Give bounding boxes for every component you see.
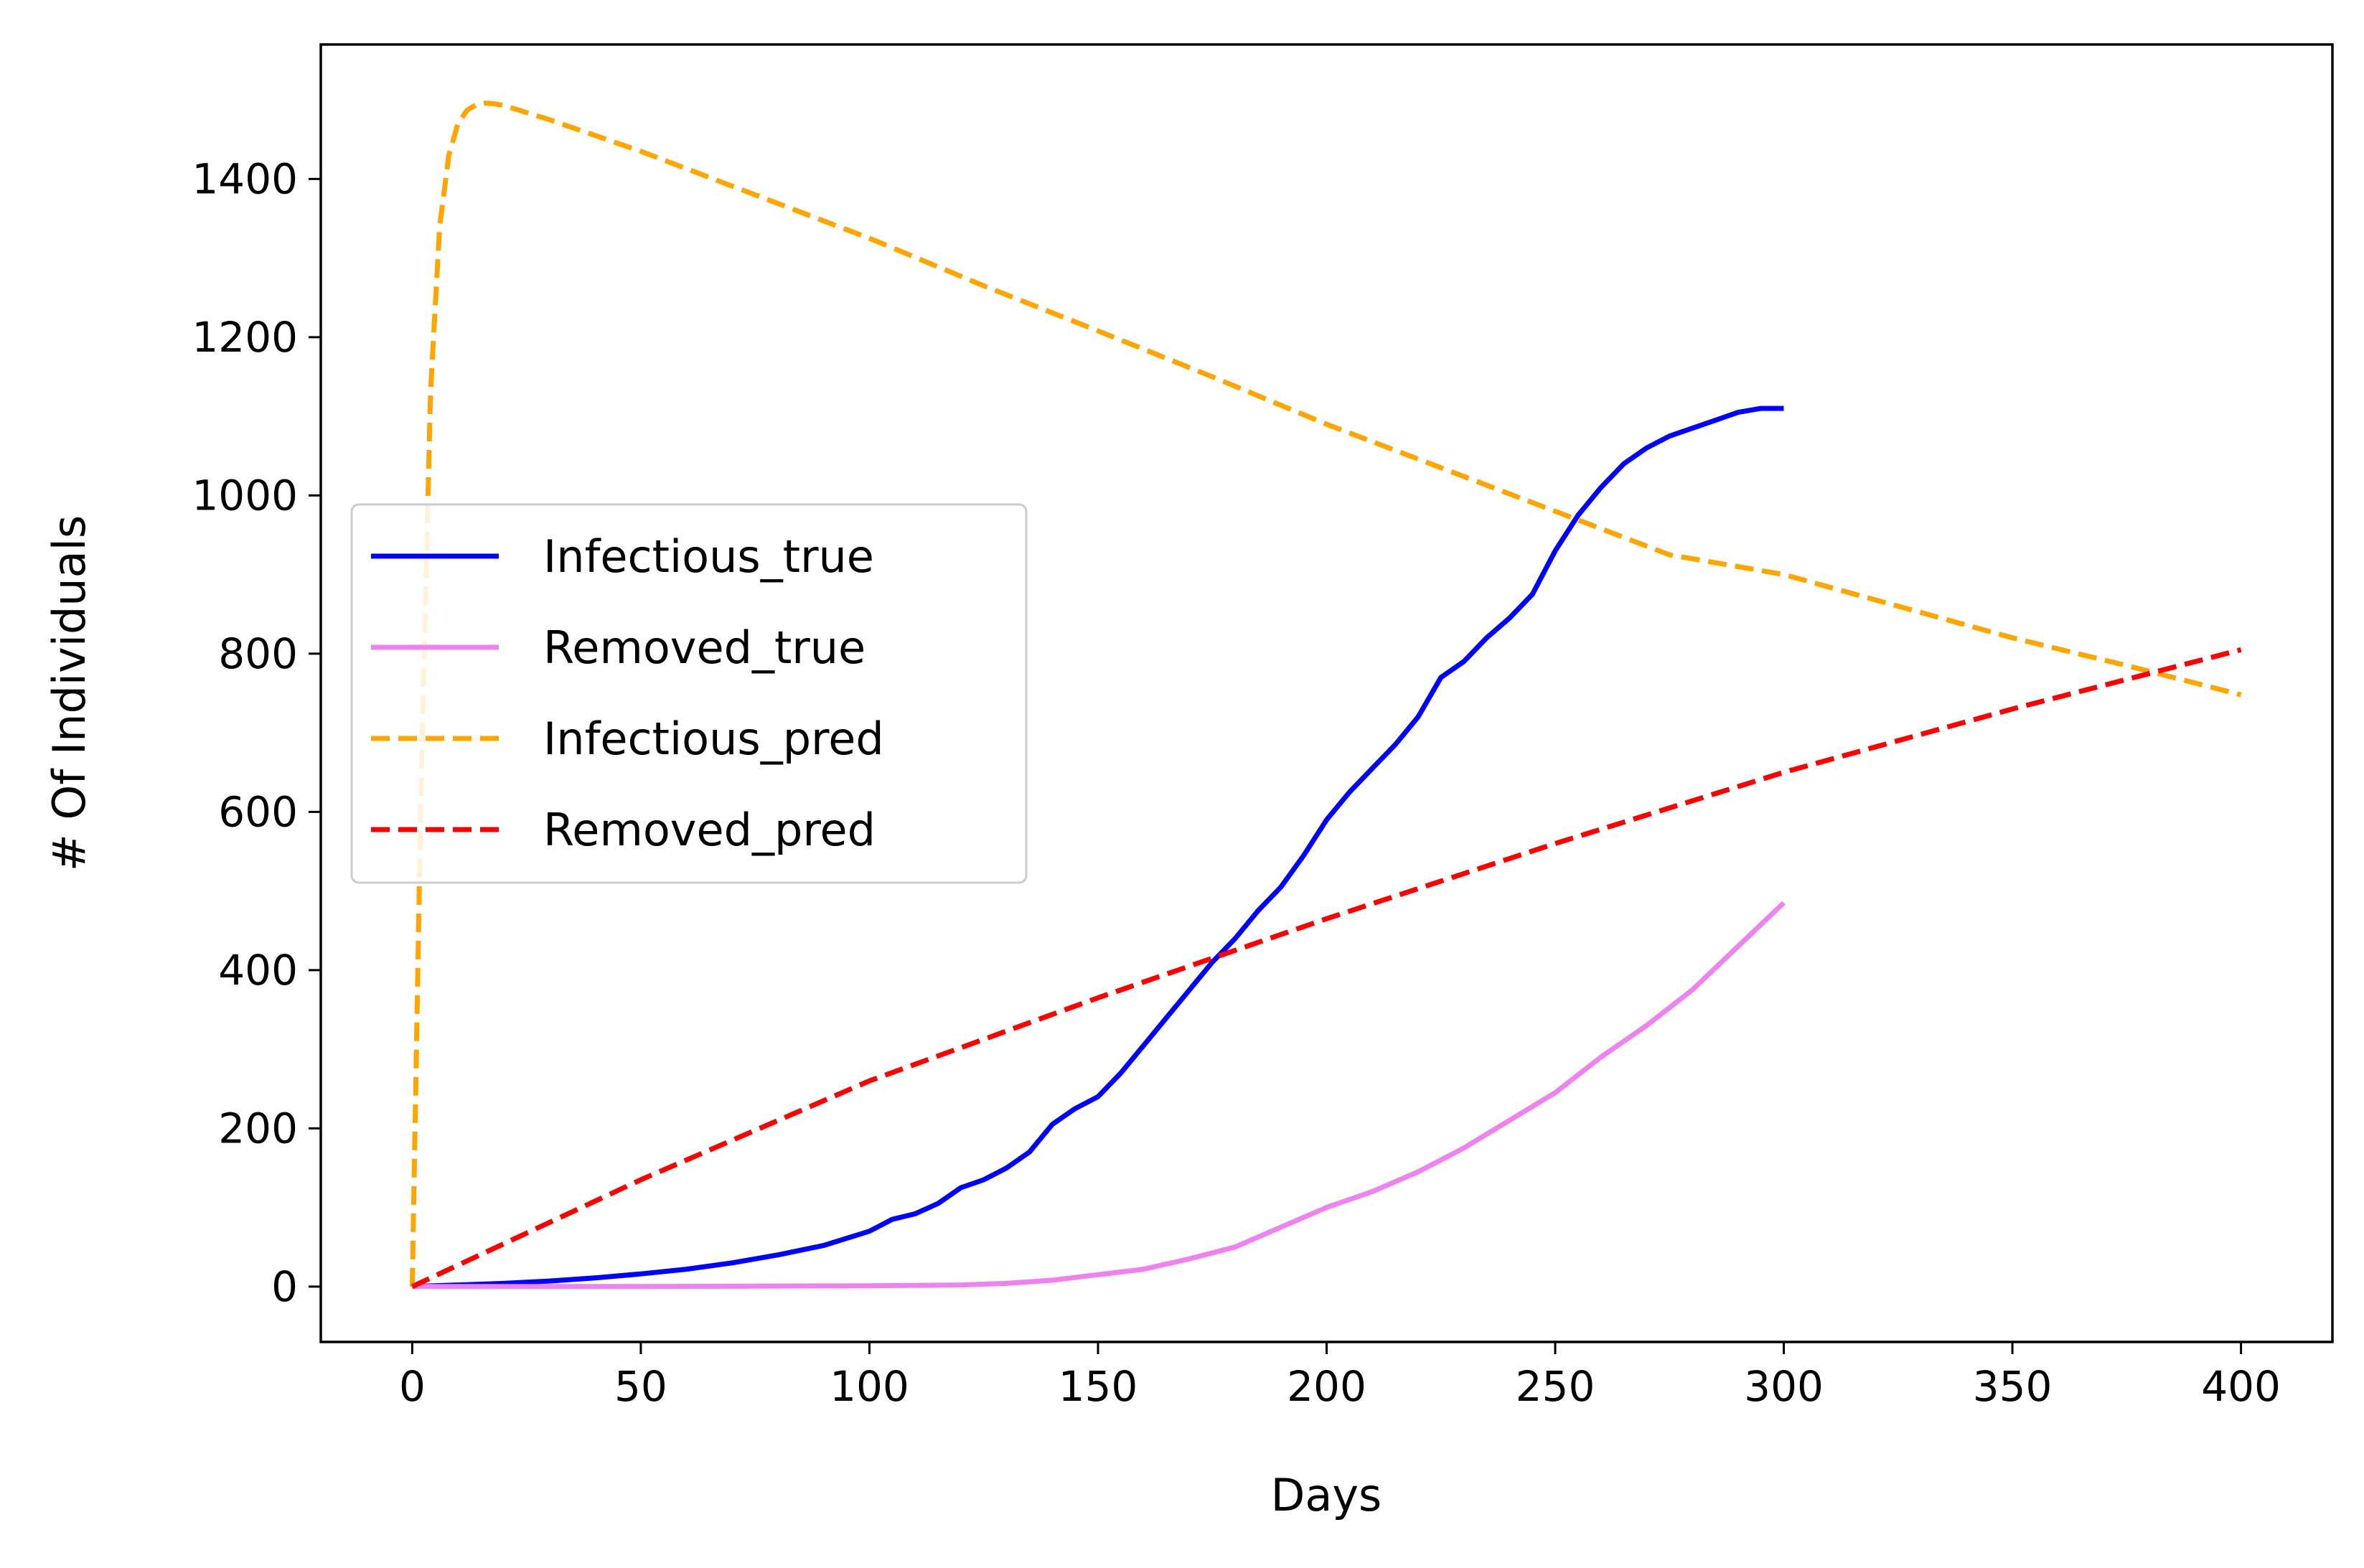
series-line-infectious-true [412,405,1784,1290]
x-tick-label: 150 [1059,1362,1138,1411]
y-tick-label: 600 [218,787,298,836]
legend-label: Removed_true [543,621,866,674]
x-tick-label: 50 [614,1362,667,1411]
legend-label: Removed_pred [543,804,876,856]
x-tick-label: 100 [830,1362,909,1411]
x-tick-label: 0 [399,1362,426,1411]
legend-box [350,503,1028,884]
x-tick-label: 400 [2201,1362,2281,1411]
series-line-infectious-pred [409,100,2242,1287]
y-tick-label: 400 [218,946,298,995]
x-tick-label: 200 [1287,1362,1366,1411]
y-axis: 0 200 400 600 800 1000 1200 1400 [192,154,321,1311]
y-tick-label: 1000 [192,471,298,520]
series-layer [409,100,2242,1290]
legend: Infectious_true Removed_true Infectious_pr… [350,503,1028,884]
y-tick-label: 0 [271,1262,298,1311]
series-line-removed-pred [411,647,2242,1289]
x-tick-label: 250 [1516,1362,1595,1411]
x-tick-label: 300 [1744,1362,1824,1411]
y-tick-label: 1400 [192,154,298,203]
y-tick-label: 1200 [192,313,298,362]
y-tick-label: 200 [218,1104,298,1152]
legend-label: Infectious_pred [543,713,884,765]
legend-label: Infectious_true [543,530,874,583]
x-axis: 0 50 100 150 200 250 300 350 400 [399,1342,2281,1411]
x-axis-title: Days [1271,1469,1382,1521]
y-axis-title: # Of Individuals [43,515,95,871]
series-line-removed-true [412,901,1786,1290]
x-tick-label: 350 [1973,1362,2053,1411]
y-tick-label: 800 [218,629,298,678]
